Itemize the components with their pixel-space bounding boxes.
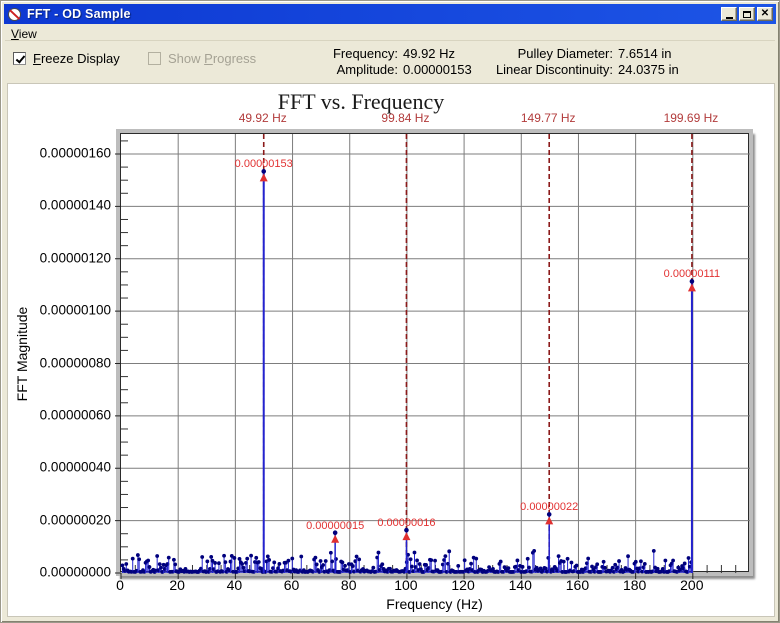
y-tick-label: 0.00000000 [39, 564, 111, 580]
pulley-diameter-label: Pulley Diameter: [517, 46, 613, 61]
title-bar[interactable]: FFT - OD Sample ✕ [4, 4, 776, 24]
pulley-diameter-value: 7.6514 in [618, 46, 672, 61]
y-tick-label: 0.00000060 [39, 407, 111, 423]
amplitude-label: Amplitude: [336, 62, 398, 77]
peak-annotation: 0.00000016 [377, 517, 436, 530]
window-title: FFT - OD Sample [27, 7, 131, 21]
linear-discontinuity-label: Linear Discontinuity: [495, 62, 613, 77]
maximize-icon [743, 10, 751, 18]
y-tick-label: 0.00000040 [39, 459, 111, 475]
freeze-display-checkbox[interactable] [13, 52, 26, 65]
peak-annotation: 0.00000111 [663, 268, 721, 281]
x-tick-label: 100 [394, 577, 418, 593]
chart-panel: FFT vs. Frequency 49.92 Hz 99.84 Hz 149.77… [7, 83, 775, 617]
linear-discontinuity-value: 24.0375 in [618, 62, 679, 77]
app-icon [8, 7, 21, 21]
minimize-icon [725, 16, 733, 19]
minimize-button[interactable] [721, 7, 737, 21]
show-progress-label: Show Progress [168, 51, 257, 66]
x-tick-label: 60 [283, 577, 300, 593]
cursor-frequency-label: 99.84 Hz [381, 111, 430, 125]
cursor-frequency-label: 149.77 Hz [520, 111, 576, 125]
x-tick-label: 120 [451, 577, 475, 593]
x-tick-label: 40 [226, 577, 243, 593]
fft-plot [115, 134, 750, 579]
cursor-frequency-label: 49.92 Hz [238, 111, 287, 125]
x-tick-label: 20 [169, 577, 185, 593]
x-axis-title: Frequency (Hz) [386, 596, 483, 612]
frequency-label: Frequency: [332, 46, 398, 61]
plot-area: 0.00000153 0.00000015 0.00000016 0.00000022… [115, 133, 750, 579]
y-tick-label: 0.00000120 [39, 250, 111, 266]
y-tick-label: 0.00000080 [39, 355, 111, 370]
x-tick-label: 200 [680, 577, 704, 593]
cursor-frequency-label: 199.69 Hz [663, 111, 719, 125]
maximize-button[interactable] [739, 7, 755, 21]
x-tick-label: 180 [622, 577, 647, 593]
show-progress-checkbox [148, 52, 161, 65]
close-icon: ✕ [760, 8, 770, 19]
menu-bar: View [5, 25, 775, 41]
y-tick-label: 0.00000160 [39, 145, 111, 161]
toolbar: Freeze Display Show Progress Frequency: … [5, 42, 775, 81]
y-tick-label: 0.00000140 [39, 197, 111, 213]
close-button[interactable]: ✕ [757, 7, 773, 21]
x-tick-label: 80 [340, 577, 357, 593]
x-tick-label: 140 [508, 577, 532, 593]
y-tick-label: 0.00000100 [39, 302, 111, 318]
peak-annotation: 0.00000022 [520, 501, 579, 514]
chart-title: FFT vs. Frequency [277, 89, 445, 114]
x-tick-label: 160 [565, 577, 590, 593]
peak-annotation: 0.00000015 [306, 519, 365, 532]
amplitude-value: 0.00000153 [403, 62, 472, 77]
freeze-display-label: Freeze Display [33, 51, 120, 66]
x-tick-label: 0 [116, 577, 124, 593]
peak-annotation: 0.00000153 [234, 158, 293, 171]
frequency-value: 49.92 Hz [403, 46, 456, 61]
y-tick-label: 0.00000020 [39, 512, 111, 528]
menu-view[interactable]: View [11, 27, 37, 41]
